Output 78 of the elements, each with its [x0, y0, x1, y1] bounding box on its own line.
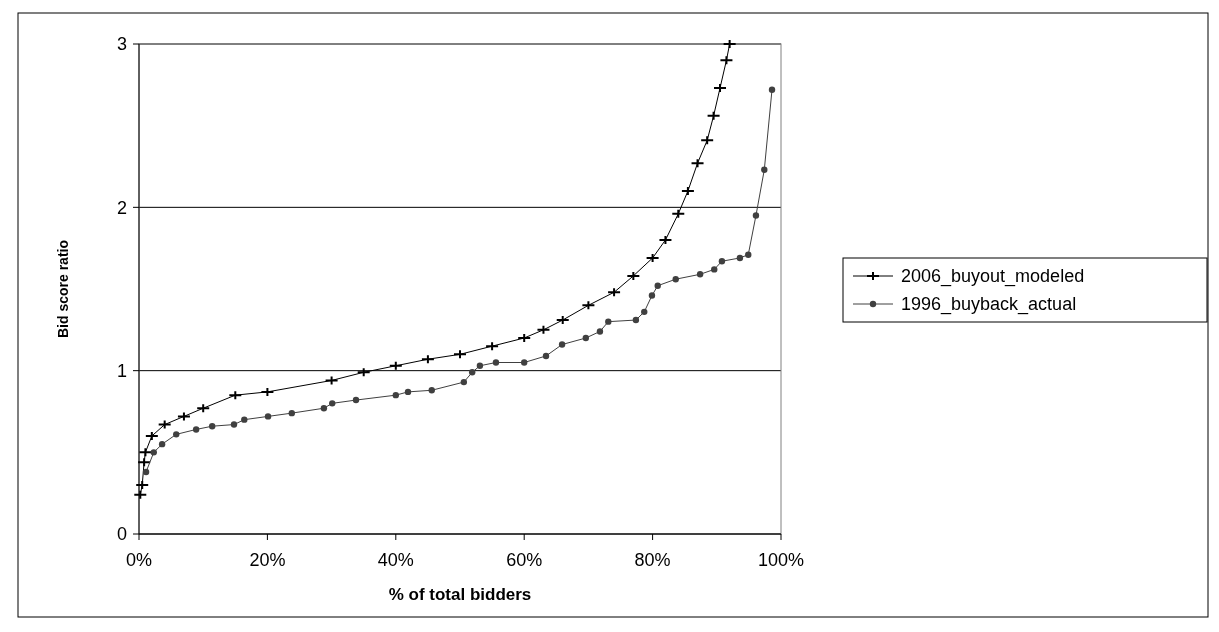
point [158, 440, 166, 448]
point [736, 254, 744, 262]
point [768, 86, 776, 93]
point [696, 271, 704, 278]
point [230, 421, 238, 428]
point [582, 334, 590, 342]
point [645, 252, 660, 263]
point [555, 315, 570, 326]
point [352, 396, 360, 404]
point [428, 387, 435, 394]
point [228, 390, 243, 401]
point [626, 270, 641, 281]
point [706, 110, 721, 121]
point [596, 328, 604, 335]
point [752, 212, 760, 219]
point [460, 378, 468, 386]
point [324, 375, 339, 386]
point [648, 292, 656, 299]
point [718, 258, 726, 265]
point [173, 431, 180, 438]
point [485, 341, 500, 352]
point [605, 318, 612, 325]
point [641, 308, 648, 316]
point [260, 386, 275, 397]
point [671, 208, 686, 219]
point [208, 423, 216, 430]
point [192, 426, 200, 433]
point [138, 447, 153, 458]
point [711, 266, 718, 273]
point [469, 369, 476, 376]
point [632, 316, 640, 324]
point [241, 416, 248, 423]
x-tick-label: 80% [634, 550, 671, 570]
point [388, 360, 403, 371]
point [142, 468, 150, 476]
x-axis-title: % of total bidders [388, 585, 532, 604]
point [581, 300, 596, 311]
point [542, 352, 550, 360]
point [476, 362, 484, 369]
point [157, 419, 172, 430]
point [264, 413, 272, 420]
point [672, 276, 679, 283]
point [453, 349, 467, 360]
point [719, 55, 734, 66]
x-tick-label: 60% [506, 550, 543, 570]
point [492, 359, 500, 366]
x-tick-label: 0% [125, 550, 153, 570]
y-tick-label: 1 [116, 360, 127, 381]
y-tick-label: 3 [116, 34, 127, 55]
y-tick-label: 2 [116, 197, 127, 218]
point [420, 354, 435, 365]
point [713, 83, 728, 94]
point [690, 158, 705, 169]
point [536, 324, 551, 335]
x-tick-label: 40% [377, 550, 414, 570]
x-tick-label: 20% [249, 550, 286, 570]
point [356, 367, 371, 378]
point [700, 135, 715, 146]
point [320, 405, 328, 412]
point [392, 391, 399, 399]
point [404, 388, 412, 396]
point [176, 411, 191, 422]
point [654, 282, 661, 289]
point [137, 457, 152, 468]
point [288, 409, 295, 417]
point [558, 341, 566, 348]
point [150, 449, 157, 456]
y-axis-title: Bid score ratio [55, 239, 71, 339]
point [607, 287, 622, 298]
y-tick-label: 0 [116, 524, 127, 545]
x-tick-label: 100% [757, 550, 805, 570]
legend-label: 2006_buyout_modeled [901, 266, 1085, 288]
point [761, 166, 768, 173]
point [745, 251, 752, 258]
point [196, 403, 211, 414]
point [329, 400, 336, 407]
point [521, 359, 528, 366]
legend-label: 1996_buyback_actual [901, 294, 1077, 316]
